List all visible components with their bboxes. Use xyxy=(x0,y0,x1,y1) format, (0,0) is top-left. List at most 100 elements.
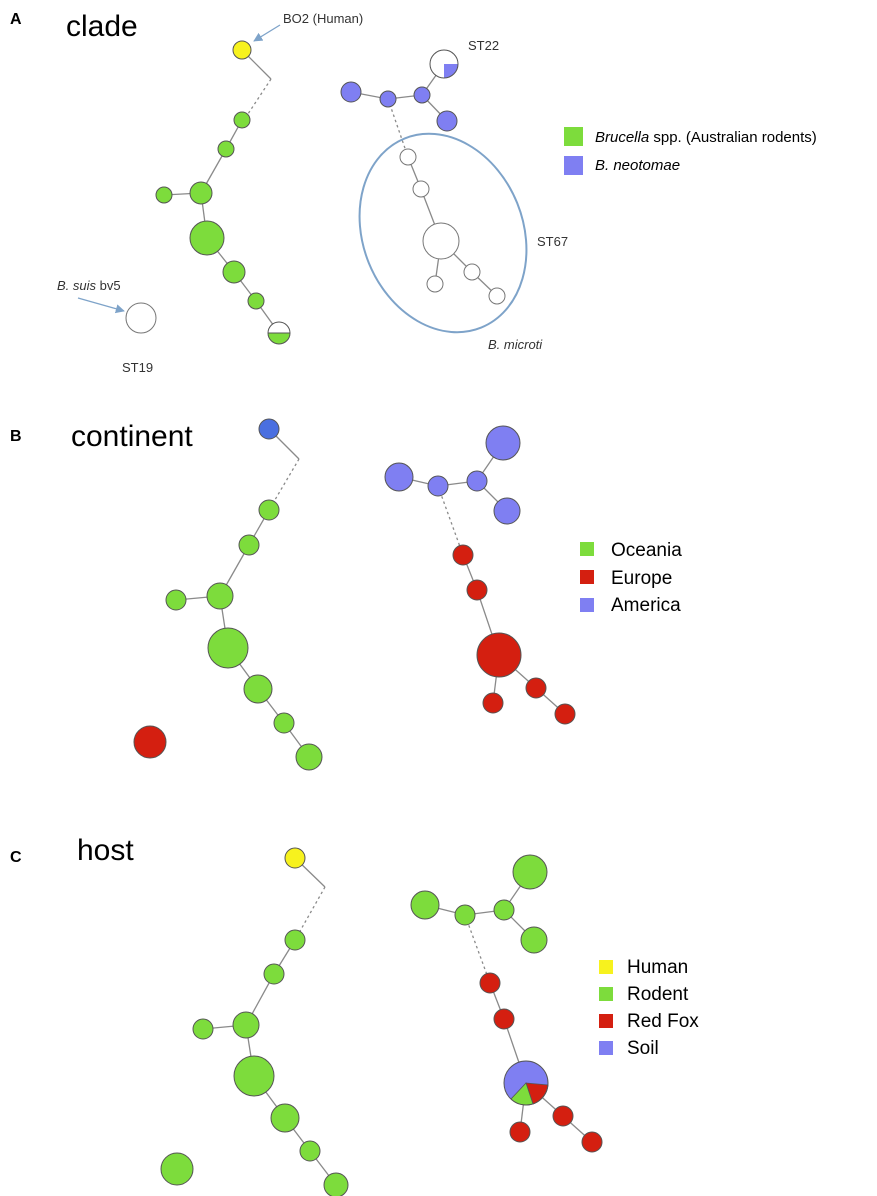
node xyxy=(270,1103,300,1133)
node xyxy=(263,963,285,985)
node xyxy=(232,1011,260,1039)
arrow-bsuis xyxy=(77,297,125,314)
panel-a: A clade B. suis bv5 ST19 xyxy=(10,10,817,375)
panel-a-title: clade xyxy=(66,10,138,43)
node xyxy=(273,712,295,734)
node xyxy=(247,292,265,310)
node xyxy=(258,499,280,521)
node xyxy=(525,677,547,699)
node xyxy=(493,497,521,525)
edge-dashed xyxy=(243,78,272,121)
panel-c: C host xyxy=(10,834,699,1196)
node-bo2 xyxy=(232,40,252,60)
legend-item-oceania: Oceania xyxy=(611,540,682,561)
node xyxy=(340,81,362,103)
legend-swatch xyxy=(599,987,613,1001)
node xyxy=(189,220,225,256)
node xyxy=(493,1008,515,1030)
node xyxy=(463,263,481,281)
node xyxy=(427,475,449,497)
node xyxy=(493,899,515,921)
node xyxy=(466,470,488,492)
legend-item-rodent: Rodent xyxy=(627,984,689,1005)
node-st22 xyxy=(485,425,521,461)
node-st67-pie xyxy=(503,1060,549,1106)
node-half-green xyxy=(267,321,291,345)
node-st19 xyxy=(133,725,167,759)
node xyxy=(509,1121,531,1143)
node xyxy=(520,926,548,954)
node xyxy=(410,890,440,920)
node-st19 xyxy=(160,1152,194,1186)
legend-host: Human Rodent Red Fox Soil xyxy=(599,957,699,1059)
edge-dashed xyxy=(464,914,491,984)
node xyxy=(323,1172,349,1196)
node-st19 xyxy=(125,302,157,334)
panel-c-title: host xyxy=(77,834,134,867)
node xyxy=(243,674,273,704)
node xyxy=(189,181,213,205)
edge-dashed xyxy=(268,458,300,511)
legend-swatch xyxy=(580,598,594,612)
node xyxy=(426,275,444,293)
legend-item-neotomae: B. neotomae xyxy=(595,157,680,174)
node xyxy=(436,110,458,132)
label-st67: ST67 xyxy=(537,234,568,249)
legend-item-brucella: Brucella spp. (Australian rodents) xyxy=(595,129,817,146)
node xyxy=(206,582,234,610)
panel-a-letter: A xyxy=(10,11,22,28)
node xyxy=(295,743,323,771)
legend-swatch xyxy=(580,570,594,584)
legend-swatch xyxy=(599,1014,613,1028)
node xyxy=(413,86,431,104)
label-bsuis: B. suis bv5 xyxy=(57,278,121,293)
node xyxy=(412,180,430,198)
node xyxy=(552,1105,574,1127)
panel-b: B continent xyxy=(10,418,682,771)
panel-b-title: continent xyxy=(71,420,193,453)
node xyxy=(299,1140,321,1162)
node xyxy=(284,929,306,951)
node xyxy=(379,90,397,108)
node xyxy=(155,186,173,204)
label-bo2: BO2 (Human) xyxy=(283,11,363,26)
node xyxy=(454,904,476,926)
legend-item-human: Human xyxy=(627,957,688,978)
node xyxy=(238,534,260,556)
node xyxy=(217,140,235,158)
node xyxy=(222,260,246,284)
node xyxy=(192,1018,214,1040)
node-bo2 xyxy=(258,418,280,440)
node-bo2 xyxy=(284,847,306,869)
node xyxy=(165,589,187,611)
node-st22 xyxy=(512,854,548,890)
node xyxy=(233,1055,275,1097)
node xyxy=(581,1131,603,1153)
edge-dashed xyxy=(387,98,409,158)
node xyxy=(466,579,488,601)
arrow-bo2 xyxy=(253,24,281,42)
legend-continent: Oceania Europe America xyxy=(580,540,682,616)
legend-item-red-fox: Red Fox xyxy=(627,1011,699,1032)
legend-item-soil: Soil xyxy=(627,1038,659,1059)
legend-clade: Brucella spp. (Australian rodents) B. ne… xyxy=(564,127,817,175)
legend-swatch xyxy=(599,960,613,974)
legend-item-america: America xyxy=(611,595,681,616)
node xyxy=(207,627,249,669)
node xyxy=(488,287,506,305)
node xyxy=(384,462,414,492)
node-st22 xyxy=(429,49,459,79)
cluster-ellipse xyxy=(358,132,528,334)
node xyxy=(233,111,251,129)
legend-swatch xyxy=(564,156,583,175)
legend-swatch xyxy=(564,127,583,146)
node xyxy=(452,544,474,566)
node xyxy=(399,148,417,166)
edge-dashed xyxy=(437,485,464,556)
node-st67 xyxy=(476,632,522,678)
label-bmicroti: B. microti xyxy=(488,337,543,352)
panel-b-letter: B xyxy=(10,428,22,445)
panel-c-letter: C xyxy=(10,849,22,866)
legend-swatch xyxy=(599,1041,613,1055)
